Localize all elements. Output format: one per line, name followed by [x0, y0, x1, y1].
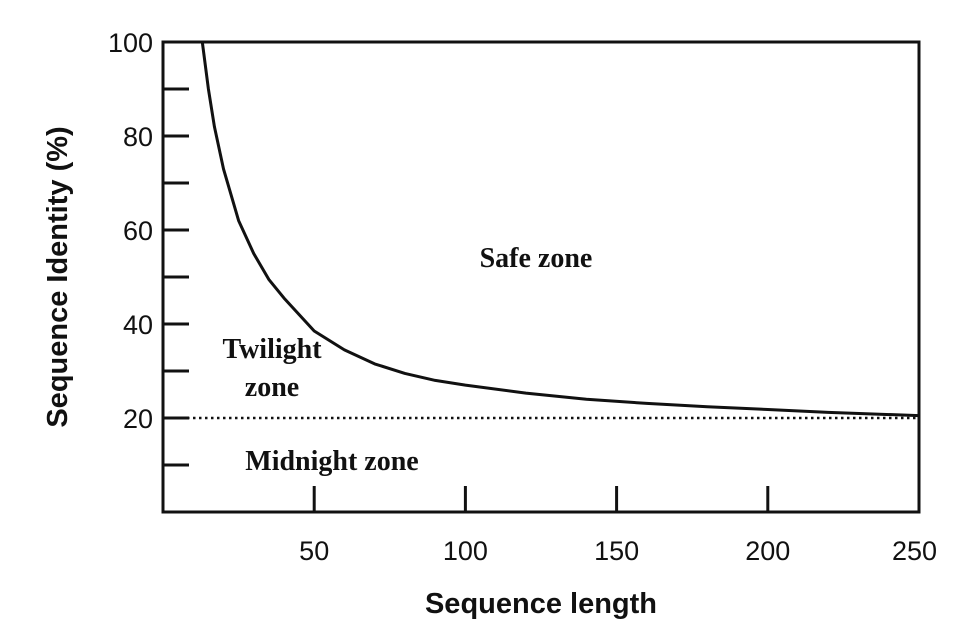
y-tick-label: 20: [123, 404, 153, 434]
y-tick-label: 80: [123, 122, 153, 152]
x-tick-label: 250: [892, 536, 937, 566]
plot-frame: [161, 40, 921, 514]
y-tick-label: 100: [108, 28, 153, 58]
ticks-layer: 20 40 60 80 100 50 100 150 200 250: [108, 28, 937, 566]
y-tick-label: 60: [123, 216, 153, 246]
annotation-midnight-zone: Midnight zone: [245, 446, 418, 477]
x-tick-label: 150: [594, 536, 639, 566]
lines-layer: [163, 40, 921, 420]
x-tick-label: 50: [299, 536, 329, 566]
identity-curve: [200, 40, 921, 418]
y-axis-title: Sequence Identity (%): [42, 126, 74, 427]
annotation-zone: zone: [245, 372, 299, 403]
x-axis-title: Sequence length: [425, 588, 657, 620]
annotation-twilight: Twilight: [222, 334, 322, 365]
annotation-safe-zone: Safe zone: [480, 243, 593, 274]
x-tick-label: 200: [745, 536, 790, 566]
x-tick-label: 100: [443, 536, 488, 566]
y-tick-label: 40: [123, 310, 153, 340]
